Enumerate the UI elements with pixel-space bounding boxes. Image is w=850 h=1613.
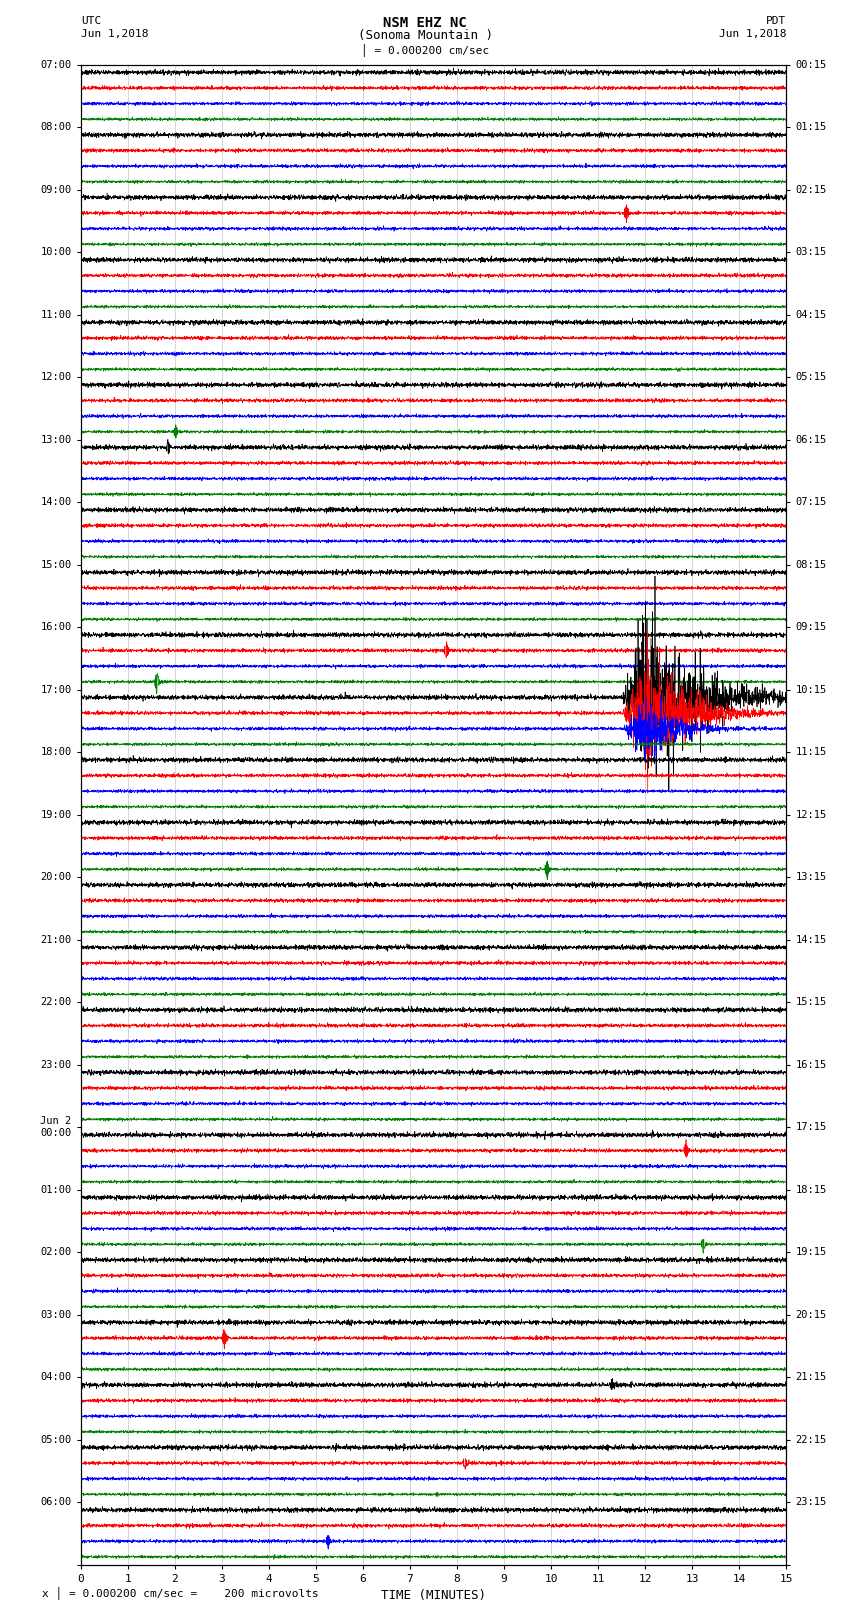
Text: UTC: UTC: [81, 16, 101, 26]
Text: │ = 0.000200 cm/sec: │ = 0.000200 cm/sec: [361, 44, 489, 56]
Text: (Sonoma Mountain ): (Sonoma Mountain ): [358, 29, 492, 42]
Text: PDT: PDT: [766, 16, 786, 26]
Text: NSM EHZ NC: NSM EHZ NC: [383, 16, 467, 31]
X-axis label: TIME (MINUTES): TIME (MINUTES): [381, 1589, 486, 1602]
Text: x │ = 0.000200 cm/sec =    200 microvolts: x │ = 0.000200 cm/sec = 200 microvolts: [42, 1587, 320, 1600]
Text: Jun 1,2018: Jun 1,2018: [81, 29, 148, 39]
Text: Jun 1,2018: Jun 1,2018: [719, 29, 786, 39]
